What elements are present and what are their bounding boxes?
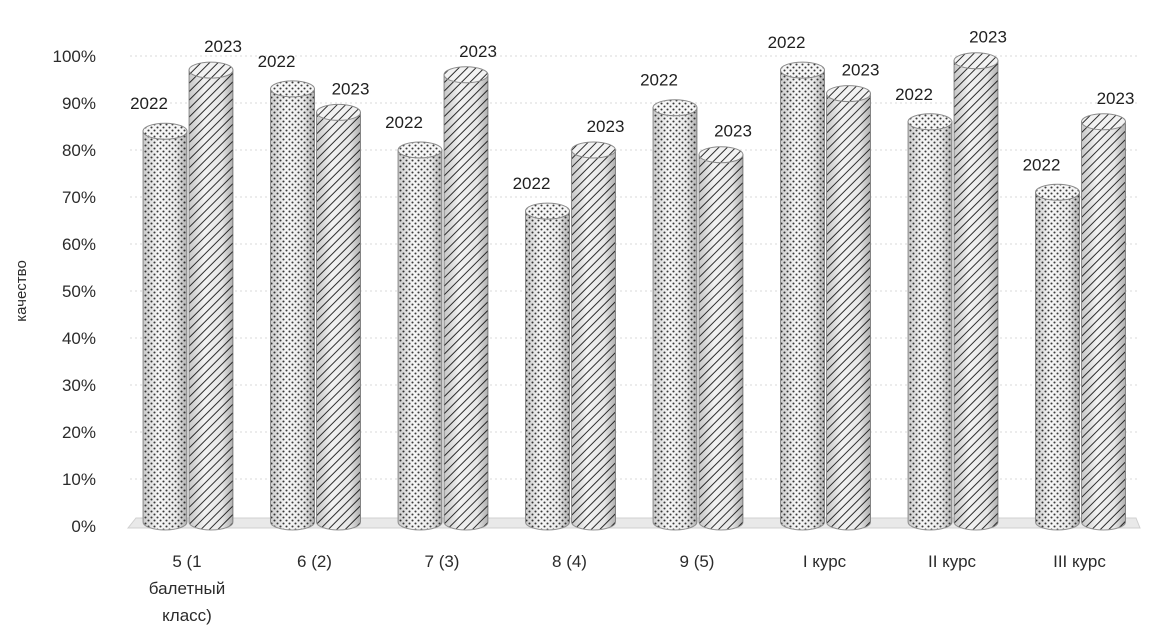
data-label: 2022 xyxy=(895,85,933,104)
bar-2022 xyxy=(907,113,953,531)
y-tick-label: 100% xyxy=(53,47,96,66)
y-axis-title: качество xyxy=(13,260,30,322)
bar-2023 xyxy=(188,61,234,531)
bar-2022 xyxy=(780,61,825,531)
bar-shading xyxy=(699,154,743,530)
bar-top-cap xyxy=(142,122,188,140)
data-label: 2023 xyxy=(714,122,752,141)
bar-top-cap xyxy=(525,202,570,220)
y-tick-label: 10% xyxy=(62,470,96,489)
y-tick-label: 50% xyxy=(62,282,96,301)
data-label: 2023 xyxy=(1097,89,1135,108)
bar-2023 xyxy=(953,52,999,531)
bar-top-cap xyxy=(188,61,234,79)
bar-top-cap xyxy=(397,141,443,159)
bar-top-cap xyxy=(698,146,744,164)
y-tick-label: 70% xyxy=(62,188,96,207)
data-label: 2022 xyxy=(385,113,423,132)
y-tick-label: 20% xyxy=(62,423,96,442)
bar-shading xyxy=(444,74,488,531)
bar-2022 xyxy=(525,202,570,531)
bar-shading xyxy=(571,150,616,530)
bar-2023 xyxy=(698,146,744,531)
bars-layer xyxy=(142,52,1126,531)
bar-2023 xyxy=(826,85,871,531)
bar-top-cap xyxy=(652,99,698,117)
data-label: 2023 xyxy=(969,28,1007,47)
bar-top-cap xyxy=(953,52,999,70)
data-label: 2022 xyxy=(258,52,296,71)
data-label: 2022 xyxy=(1023,155,1061,174)
x-category-label: балетный xyxy=(149,579,226,598)
data-label: 2023 xyxy=(332,79,370,98)
data-label: 2022 xyxy=(640,71,678,90)
y-tick-label: 40% xyxy=(62,329,96,348)
y-tick-label: 90% xyxy=(62,94,96,113)
data-labels-layer: 2022 2023 2022 2023 2022 2023 2022 2023 2022 2023… xyxy=(130,28,1134,193)
x-category-label: 5 (1 xyxy=(172,552,201,571)
y-tick-label: 30% xyxy=(62,376,96,395)
bar-shading xyxy=(653,107,697,530)
x-category-label: III курс xyxy=(1053,552,1106,571)
x-category-label: 9 (5) xyxy=(680,552,715,571)
x-category-label: 7 (3) xyxy=(425,552,460,571)
data-label: 2023 xyxy=(204,37,242,56)
bar-top-cap xyxy=(826,85,871,103)
bar-shading xyxy=(1081,121,1126,531)
bar-shading xyxy=(525,211,570,530)
data-label: 2022 xyxy=(768,33,806,52)
bar-2022 xyxy=(652,99,698,531)
bar-top-cap xyxy=(780,61,825,79)
bar-shading xyxy=(316,112,361,531)
bar-2023 xyxy=(443,66,489,531)
bar-top-cap xyxy=(316,103,361,121)
x-category-label: II курс xyxy=(928,552,977,571)
bar-top-cap xyxy=(1035,183,1080,201)
bar-2022 xyxy=(142,122,188,531)
x-category-label: 8 (4) xyxy=(552,552,587,571)
bar-shading xyxy=(826,93,871,530)
bar-2022 xyxy=(1035,183,1080,531)
data-label: 2022 xyxy=(513,174,551,193)
bar-shading xyxy=(954,60,998,530)
bar-shading xyxy=(1035,192,1080,531)
x-category-label: класс) xyxy=(162,606,212,625)
bar-top-cap xyxy=(443,66,489,84)
bar-2023 xyxy=(316,103,361,531)
bar-shading xyxy=(398,150,442,530)
data-label: 2022 xyxy=(130,94,168,113)
y-tick-label: 0% xyxy=(71,517,96,536)
bar-shading xyxy=(270,88,315,531)
bar-2022 xyxy=(397,141,443,531)
data-label: 2023 xyxy=(459,42,497,61)
axis-layer: качество 0% 10% 20% 30% 40% 50% 60% 70% 80% 90% 10… xyxy=(13,47,1106,625)
bar-shading xyxy=(143,131,187,530)
y-tick-label: 60% xyxy=(62,235,96,254)
bar-top-cap xyxy=(571,141,616,159)
bar-top-cap xyxy=(1081,113,1126,131)
bar-top-cap xyxy=(907,113,953,131)
bar-shading xyxy=(908,121,952,531)
bar-shading xyxy=(780,70,825,530)
x-category-label: 6 (2) xyxy=(297,552,332,571)
bar-2022 xyxy=(270,80,315,531)
y-tick-label: 80% xyxy=(62,141,96,160)
bar-shading xyxy=(189,70,233,530)
bar-2023 xyxy=(1081,113,1126,531)
bar-top-cap xyxy=(270,80,315,98)
data-label: 2023 xyxy=(842,61,880,80)
bar-2023 xyxy=(571,141,616,531)
x-category-label: I курс xyxy=(803,552,847,571)
data-label: 2023 xyxy=(587,117,625,136)
